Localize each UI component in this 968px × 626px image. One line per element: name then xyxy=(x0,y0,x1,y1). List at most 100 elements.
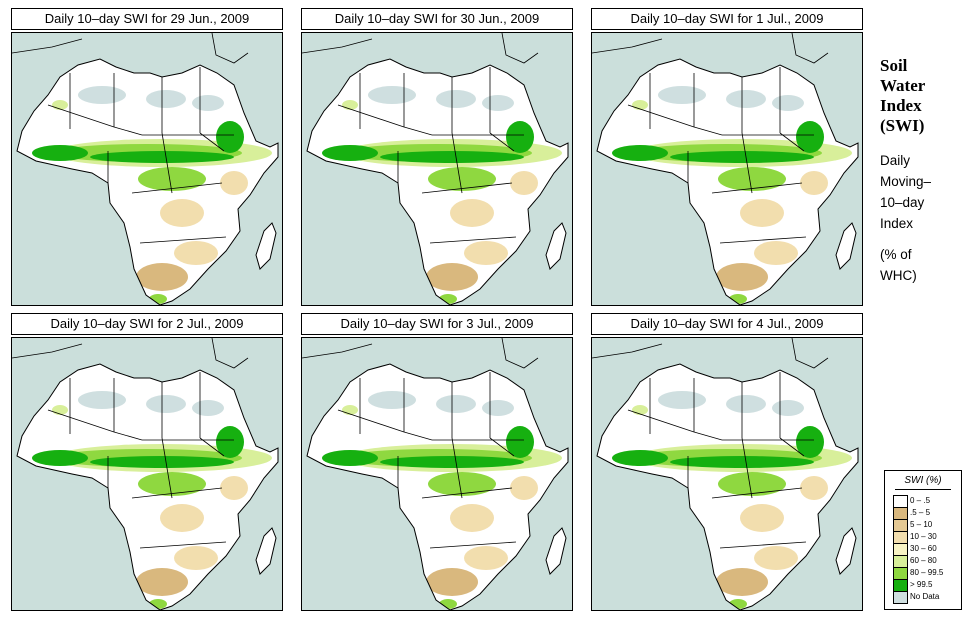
ethiopian-highlands-saturated xyxy=(796,121,824,153)
east-africa-dry-patch xyxy=(510,476,538,500)
middle-east-outline xyxy=(501,338,539,369)
middle-east-outline xyxy=(791,338,829,369)
map-panel-4-jul: Daily 10–day SWI for 4 Jul., 2009 xyxy=(591,313,863,611)
saturated-band xyxy=(90,151,234,163)
kalahari-dry-patch xyxy=(716,568,768,596)
atlas-moist-patch xyxy=(632,100,648,110)
kalahari-dry-patch xyxy=(426,263,478,291)
saturated-band xyxy=(380,151,524,163)
madagascar xyxy=(545,222,567,270)
middle-east-outline xyxy=(211,33,249,64)
europe-outline xyxy=(302,38,373,54)
central-dry-patch xyxy=(740,199,784,227)
swi-regions xyxy=(612,391,852,609)
europe-outline xyxy=(302,343,373,359)
ethiopian-highlands-saturated xyxy=(216,426,244,458)
country-border xyxy=(131,182,223,194)
map-panel-29-jun: Daily 10–day SWI for 29 Jun., 2009 xyxy=(11,8,283,306)
country-borders xyxy=(47,372,234,549)
africa-map xyxy=(592,33,862,305)
egypt-nodata-patch xyxy=(482,95,514,111)
country-border xyxy=(741,437,753,499)
panel-title: Daily 10–day SWI for 30 Jun., 2009 xyxy=(301,8,573,30)
map-frame xyxy=(591,32,863,306)
index-subtitle: Daily Moving– 10–day Index xyxy=(880,153,932,231)
ethiopian-highlands-saturated xyxy=(506,426,534,458)
country-borders xyxy=(627,67,814,244)
panel-title: Daily 10–day SWI for 1 Jul., 2009 xyxy=(591,8,863,30)
libya-nodata-patch xyxy=(146,90,186,108)
libya-nodata-patch xyxy=(436,90,476,108)
southern-dry-patch xyxy=(754,241,798,265)
country-border xyxy=(161,437,173,499)
country-border xyxy=(741,132,753,194)
country-borders xyxy=(337,67,524,244)
kalahari-dry-patch xyxy=(136,568,188,596)
ethiopian-highlands-saturated xyxy=(216,121,244,153)
country-border xyxy=(131,487,223,499)
country-border xyxy=(719,236,807,244)
country-border xyxy=(421,487,513,499)
egypt-nodata-patch xyxy=(772,95,804,111)
country-border xyxy=(779,437,805,457)
central-dry-patch xyxy=(740,504,784,532)
panel-title: Daily 10–day SWI for 4 Jul., 2009 xyxy=(591,313,863,335)
east-africa-dry-patch xyxy=(800,171,828,195)
sahara-nodata-patch xyxy=(658,391,706,409)
saturated-band xyxy=(670,456,814,468)
country-border xyxy=(719,541,807,549)
saturated-band xyxy=(380,456,524,468)
central-dry-patch xyxy=(160,504,204,532)
country-borders xyxy=(47,67,234,244)
country-border xyxy=(429,236,517,244)
ethiopian-highlands-saturated xyxy=(506,121,534,153)
panel-title: Daily 10–day SWI for 2 Jul., 2009 xyxy=(11,313,283,335)
west-coast-saturated xyxy=(612,450,668,466)
egypt-nodata-patch xyxy=(772,400,804,416)
atlas-moist-patch xyxy=(52,100,68,110)
africa-coastline xyxy=(596,58,859,305)
congo-basin-wet xyxy=(718,472,786,496)
egypt-nodata-patch xyxy=(482,400,514,416)
west-coast-saturated xyxy=(32,145,88,161)
legend-title: SWI (%) xyxy=(904,475,942,486)
southern-dry-patch xyxy=(754,546,798,570)
madagascar xyxy=(545,527,567,575)
kalahari-dry-patch xyxy=(426,568,478,596)
map-frame xyxy=(11,337,283,611)
saturated-band xyxy=(90,456,234,468)
country-border xyxy=(711,182,803,194)
sahara-nodata-patch xyxy=(368,391,416,409)
central-dry-patch xyxy=(160,199,204,227)
egypt-nodata-patch xyxy=(192,400,224,416)
africa-map xyxy=(592,338,862,610)
atlas-moist-patch xyxy=(632,405,648,415)
east-africa-dry-patch xyxy=(220,476,248,500)
country-border xyxy=(489,132,515,152)
country-border xyxy=(489,437,515,457)
east-africa-dry-patch xyxy=(220,171,248,195)
congo-basin-wet xyxy=(138,167,206,191)
europe-outline xyxy=(592,343,663,359)
country-border xyxy=(421,182,513,194)
map-panel-3-jul: Daily 10–day SWI for 3 Jul., 2009 xyxy=(301,313,573,611)
country-border xyxy=(199,437,225,457)
middle-east-outline xyxy=(501,33,539,64)
legend-swatch xyxy=(893,591,908,604)
congo-basin-wet xyxy=(428,167,496,191)
sahara-nodata-patch xyxy=(78,391,126,409)
map-frame xyxy=(11,32,283,306)
legend-divider xyxy=(895,489,951,490)
panel-title: Daily 10–day SWI for 29 Jun., 2009 xyxy=(11,8,283,30)
southern-dry-patch xyxy=(464,546,508,570)
madagascar xyxy=(835,222,857,270)
kalahari-dry-patch xyxy=(716,263,768,291)
index-unit: (% of WHC) xyxy=(880,247,917,283)
west-coast-saturated xyxy=(612,145,668,161)
ethiopian-highlands-saturated xyxy=(796,426,824,458)
africa-coastline xyxy=(306,363,569,610)
side-title-block: Soil Water Index (SWI) Daily Moving– 10–… xyxy=(880,56,966,286)
country-border xyxy=(161,132,173,194)
index-title: Soil Water Index (SWI) xyxy=(880,56,926,135)
middle-east-outline xyxy=(791,33,829,64)
